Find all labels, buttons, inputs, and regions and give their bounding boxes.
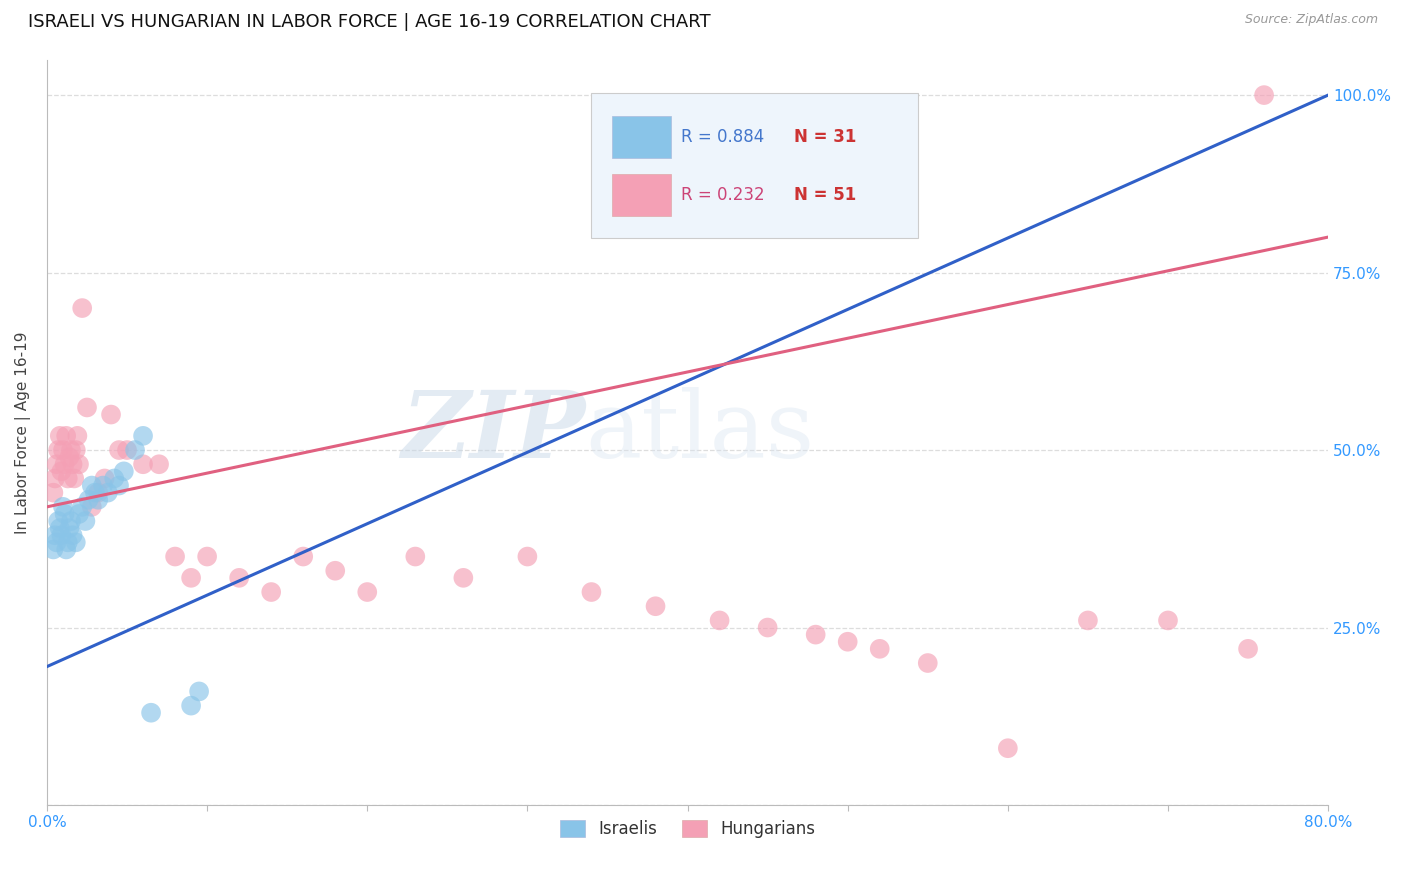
Point xyxy=(65,443,87,458)
Text: Source: ZipAtlas.com: Source: ZipAtlas.com xyxy=(1244,13,1378,27)
Point xyxy=(165,549,187,564)
Point xyxy=(62,528,84,542)
Text: atlas: atlas xyxy=(585,387,814,477)
Point xyxy=(46,514,69,528)
Point xyxy=(228,571,250,585)
Point xyxy=(45,535,67,549)
Point xyxy=(132,429,155,443)
Point xyxy=(112,464,135,478)
Point xyxy=(42,542,65,557)
Point xyxy=(356,585,378,599)
Point xyxy=(77,492,100,507)
Point xyxy=(75,514,97,528)
Point xyxy=(65,535,87,549)
Point xyxy=(70,500,93,514)
FancyBboxPatch shape xyxy=(612,116,671,158)
Point xyxy=(62,457,84,471)
Point xyxy=(516,549,538,564)
Point xyxy=(1077,614,1099,628)
Text: R = 0.884: R = 0.884 xyxy=(681,128,765,146)
Point xyxy=(44,471,66,485)
Point xyxy=(132,457,155,471)
Point xyxy=(195,549,218,564)
Point xyxy=(53,457,76,471)
Point xyxy=(997,741,1019,756)
Point xyxy=(52,500,75,514)
Point xyxy=(108,443,131,458)
Point xyxy=(404,549,426,564)
Point xyxy=(49,521,72,535)
Text: ISRAELI VS HUNGARIAN IN LABOR FORCE | AGE 16-19 CORRELATION CHART: ISRAELI VS HUNGARIAN IN LABOR FORCE | AG… xyxy=(28,13,711,31)
Point xyxy=(63,471,86,485)
Point xyxy=(180,571,202,585)
Point xyxy=(55,542,77,557)
Point xyxy=(44,528,66,542)
Point xyxy=(45,457,67,471)
Point xyxy=(91,478,114,492)
Point xyxy=(292,549,315,564)
Point xyxy=(58,450,80,465)
Point xyxy=(59,443,82,458)
Point xyxy=(51,464,73,478)
Point xyxy=(108,478,131,492)
Legend: Israelis, Hungarians: Israelis, Hungarians xyxy=(553,814,823,845)
Point xyxy=(260,585,283,599)
Point xyxy=(581,585,603,599)
Point xyxy=(804,627,827,641)
Point xyxy=(837,634,859,648)
Point xyxy=(58,521,80,535)
Point xyxy=(103,471,125,485)
FancyBboxPatch shape xyxy=(592,93,918,238)
Point xyxy=(115,443,138,458)
Point xyxy=(56,471,79,485)
Point xyxy=(51,528,73,542)
Point xyxy=(56,535,79,549)
Point xyxy=(67,507,90,521)
Point xyxy=(70,301,93,315)
Point xyxy=(1157,614,1180,628)
Text: ZIP: ZIP xyxy=(401,387,585,477)
Point xyxy=(52,443,75,458)
Point xyxy=(80,500,103,514)
Point xyxy=(76,401,98,415)
Point xyxy=(42,485,65,500)
Point xyxy=(100,408,122,422)
Point xyxy=(709,614,731,628)
Point xyxy=(84,485,107,500)
Point xyxy=(323,564,346,578)
Point xyxy=(53,507,76,521)
Point xyxy=(59,514,82,528)
Point xyxy=(66,429,89,443)
Point xyxy=(93,471,115,485)
Y-axis label: In Labor Force | Age 16-19: In Labor Force | Age 16-19 xyxy=(15,331,31,533)
Point xyxy=(869,641,891,656)
Text: R = 0.232: R = 0.232 xyxy=(681,186,765,204)
Point xyxy=(148,457,170,471)
FancyBboxPatch shape xyxy=(612,175,671,216)
Point xyxy=(756,621,779,635)
Point xyxy=(46,443,69,458)
Point xyxy=(87,492,110,507)
Point xyxy=(180,698,202,713)
Point xyxy=(67,457,90,471)
Point xyxy=(644,599,666,614)
Point xyxy=(49,429,72,443)
Point xyxy=(55,429,77,443)
Point xyxy=(124,443,146,458)
Text: N = 31: N = 31 xyxy=(794,128,856,146)
Text: N = 51: N = 51 xyxy=(794,186,856,204)
Point xyxy=(80,478,103,492)
Point xyxy=(87,485,110,500)
Point xyxy=(917,656,939,670)
Point xyxy=(188,684,211,698)
Point xyxy=(453,571,475,585)
Point xyxy=(97,485,120,500)
Point xyxy=(1237,641,1260,656)
Point xyxy=(1253,88,1275,103)
Point xyxy=(139,706,162,720)
